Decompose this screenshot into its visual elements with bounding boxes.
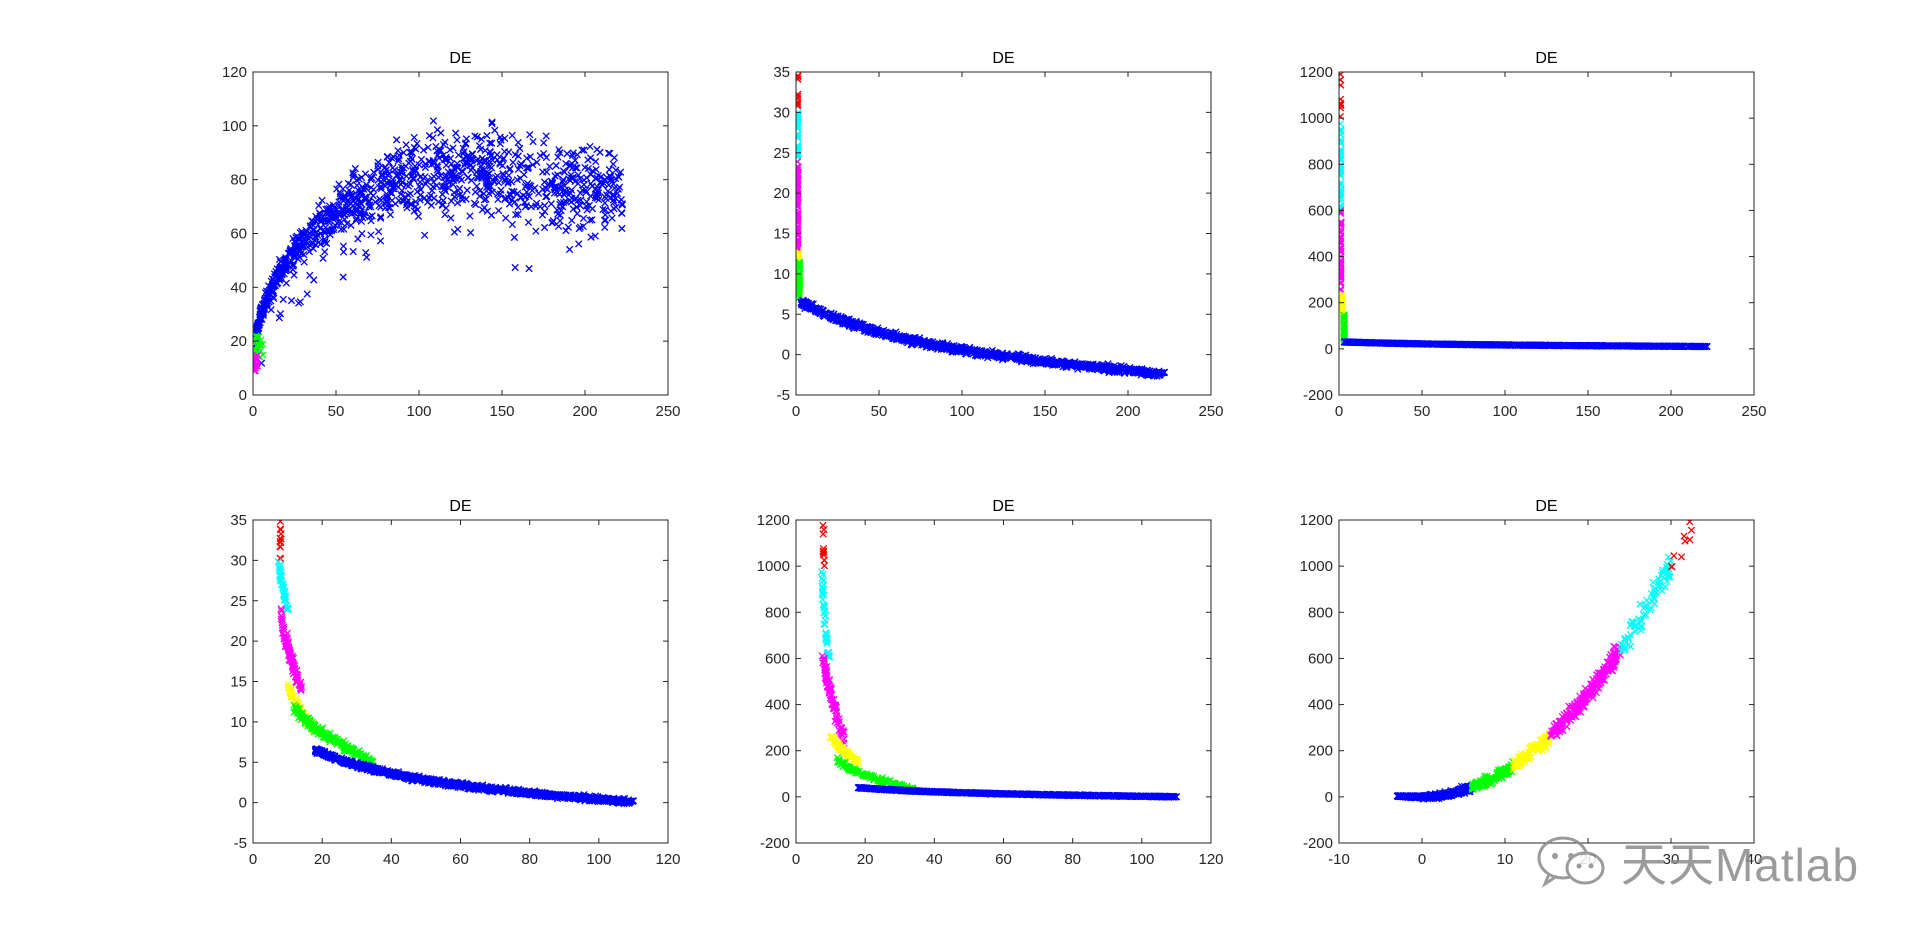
y-tick-label: 0 bbox=[239, 387, 247, 404]
plot-title: DE bbox=[1535, 50, 1557, 67]
y-tick-label: 30 bbox=[773, 104, 790, 121]
x-tick-label: 250 bbox=[655, 403, 680, 420]
y-tick-label: 25 bbox=[773, 145, 790, 162]
plot-area bbox=[796, 72, 1211, 395]
x-tick-label: 200 bbox=[1658, 403, 1683, 420]
y-tick-label: 60 bbox=[230, 226, 247, 243]
y-tick-label: 80 bbox=[230, 172, 247, 189]
y-tick-label: 5 bbox=[782, 306, 790, 323]
x-tick-label: 50 bbox=[1414, 403, 1431, 420]
y-tick-label: -200 bbox=[1303, 387, 1333, 404]
y-tick-label: 35 bbox=[773, 64, 790, 81]
x-tick-label: 0 bbox=[1335, 403, 1343, 420]
x-tick-label: 250 bbox=[1198, 403, 1223, 420]
scatter-plot-1: 0 50 100 150 200 250 0 20 40 60 80 100 120 DE bbox=[222, 50, 681, 420]
y-tick-label: 10 bbox=[773, 266, 790, 283]
series-cluster-magenta bbox=[794, 158, 801, 252]
x-tick-label: 50 bbox=[871, 403, 888, 420]
y-tick-label: 200 bbox=[1308, 295, 1333, 312]
x-tick-label: 100 bbox=[406, 403, 431, 420]
x-tick-label: 200 bbox=[572, 403, 597, 420]
y-tick-label: 120 bbox=[222, 64, 247, 81]
x-tick-label: 0 bbox=[792, 403, 800, 420]
x-tick-label: 100 bbox=[949, 403, 974, 420]
x-tick-label: 0 bbox=[249, 403, 257, 420]
y-tick-label: 1200 bbox=[1300, 64, 1333, 81]
y-tick-label: -5 bbox=[777, 387, 790, 404]
x-tick-label: 150 bbox=[1575, 403, 1600, 420]
y-tick-label: 400 bbox=[1308, 249, 1333, 266]
y-tick-label: 20 bbox=[773, 185, 790, 202]
plot-title: DE bbox=[449, 50, 471, 67]
x-tick-label: 150 bbox=[1032, 403, 1057, 420]
y-tick-label: 1000 bbox=[1300, 110, 1333, 127]
y-tick-label: 15 bbox=[773, 226, 790, 243]
x-tick-label: 250 bbox=[1741, 403, 1766, 420]
y-tick-label: 40 bbox=[230, 279, 247, 296]
y-tick-label: 0 bbox=[782, 347, 790, 364]
y-tick-label: 100 bbox=[222, 118, 247, 135]
y-tick-label: 0 bbox=[1325, 341, 1333, 358]
x-tick-label: 100 bbox=[1492, 403, 1517, 420]
x-tick-label: 150 bbox=[489, 403, 514, 420]
plot-title: DE bbox=[992, 50, 1014, 67]
series-cluster-green bbox=[796, 259, 803, 301]
y-tick-label: 20 bbox=[230, 333, 247, 350]
y-tick-label: 600 bbox=[1308, 202, 1333, 219]
series-cluster-cyan bbox=[1337, 120, 1344, 211]
y-tick-label: 800 bbox=[1308, 156, 1333, 173]
x-tick-label: 50 bbox=[328, 403, 345, 420]
x-tick-label: 200 bbox=[1115, 403, 1140, 420]
